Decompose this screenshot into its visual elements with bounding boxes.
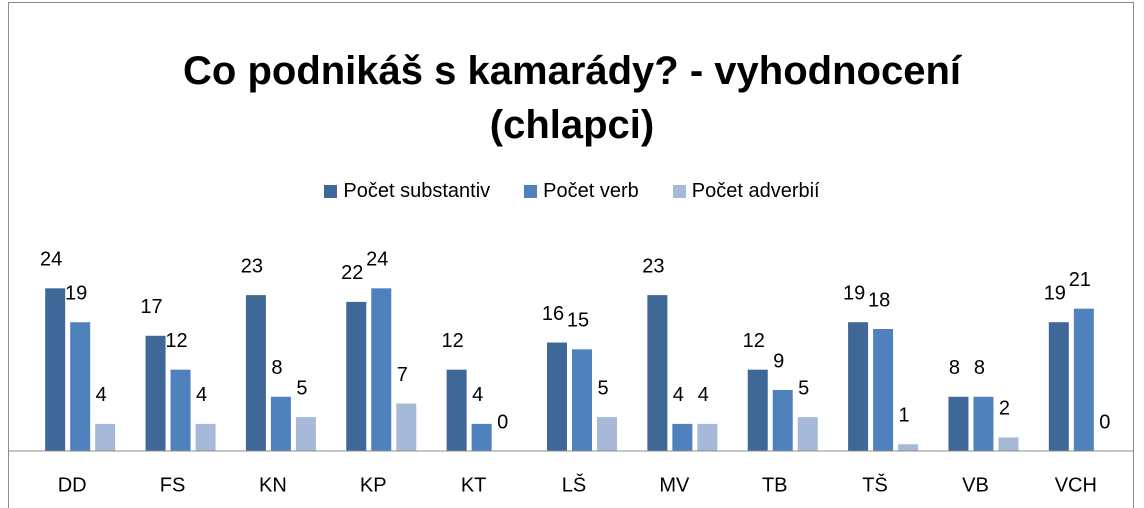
x-tick-label: KP <box>360 474 387 496</box>
bar <box>772 390 793 451</box>
x-tick-label: KN <box>259 474 287 496</box>
legend-item: Počet substantiv <box>324 180 490 203</box>
bar <box>1073 308 1094 451</box>
data-label: 19 <box>65 283 87 305</box>
bar <box>848 322 869 451</box>
bar <box>647 295 668 451</box>
data-label: 4 <box>698 384 709 406</box>
x-tick-label: MV <box>659 474 690 496</box>
bar <box>471 423 492 451</box>
data-label: 12 <box>743 330 765 352</box>
data-label: 23 <box>642 255 664 277</box>
bar <box>948 396 969 451</box>
data-label: 5 <box>798 377 809 399</box>
legend-item: Počet adverbií <box>672 180 820 203</box>
legend-label: Počet verb <box>543 180 639 202</box>
data-label: 16 <box>542 303 564 325</box>
data-label: 24 <box>366 249 388 271</box>
bar <box>597 417 617 451</box>
x-tick-label: TB <box>762 474 788 496</box>
bar <box>270 396 291 451</box>
x-tick-label: LŠ <box>562 473 586 496</box>
legend: Počet substantiv Počet verb Počet adverbií <box>0 180 1144 203</box>
bar <box>697 423 718 451</box>
data-label: 22 <box>341 262 363 284</box>
data-label: 19 <box>1044 283 1066 305</box>
data-label: 5 <box>296 377 307 399</box>
data-label: 1 <box>899 405 910 427</box>
bar <box>998 437 1019 451</box>
x-tick-label: VCH <box>1055 474 1097 496</box>
bar <box>396 403 417 451</box>
bar <box>1048 322 1069 451</box>
data-label: 23 <box>241 255 263 277</box>
data-label: 5 <box>597 377 608 399</box>
chart-frame <box>8 2 1134 508</box>
x-tick-label: TŠ <box>862 473 888 496</box>
data-label: 12 <box>165 330 187 352</box>
data-label: 4 <box>472 384 483 406</box>
data-label: 2 <box>999 398 1010 420</box>
bar <box>672 423 693 451</box>
legend-label: Počet adverbií <box>691 180 820 202</box>
legend-swatch <box>324 185 338 198</box>
data-label: 4 <box>96 384 107 406</box>
data-label: 15 <box>567 310 589 332</box>
bar <box>170 369 191 451</box>
data-label: 4 <box>673 384 684 406</box>
bar <box>70 322 91 451</box>
bar <box>873 329 894 451</box>
bar <box>45 288 66 451</box>
bar <box>547 342 567 451</box>
bar <box>346 301 367 451</box>
data-label: 19 <box>843 283 865 305</box>
bar <box>295 417 316 451</box>
data-label: 18 <box>868 289 890 311</box>
data-label: 17 <box>140 296 162 318</box>
bar <box>747 369 768 451</box>
x-tick-label: KT <box>461 474 487 496</box>
legend-label: Počet substantiv <box>343 180 491 202</box>
x-tick-label: DD <box>58 474 87 496</box>
bar <box>446 369 467 451</box>
data-label: 8 <box>974 357 985 379</box>
data-label: 24 <box>40 249 62 271</box>
bar <box>572 349 592 451</box>
chart-title: Co podnikáš s kamarády? - vyhodnocení (c… <box>183 49 961 147</box>
data-label: 4 <box>196 384 207 406</box>
bar <box>797 417 818 451</box>
bar <box>145 335 166 451</box>
bar <box>195 423 216 451</box>
data-label: 7 <box>397 364 408 386</box>
bar <box>245 295 266 451</box>
x-tick-label: VB <box>962 474 989 496</box>
data-label: 21 <box>1069 269 1091 291</box>
data-label: 12 <box>442 330 464 352</box>
bar <box>95 423 116 451</box>
x-tick-label: FS <box>160 474 186 496</box>
data-label: 8 <box>271 357 282 379</box>
legend-swatch <box>524 185 538 198</box>
data-label: 8 <box>949 357 960 379</box>
data-label: 9 <box>773 350 784 372</box>
data-label: 0 <box>1099 411 1110 433</box>
bar <box>898 444 919 451</box>
legend-swatch <box>672 185 686 198</box>
bar <box>973 396 994 451</box>
bar <box>371 288 392 451</box>
data-label: 0 <box>497 411 508 433</box>
legend-item: Počet verb <box>524 180 639 203</box>
